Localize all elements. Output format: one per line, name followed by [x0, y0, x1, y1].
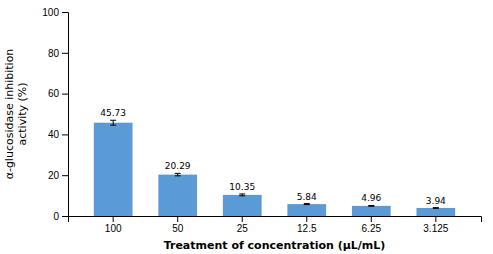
chart: 0 20 40 60 80 100 100 50 25 12.5 6.25 3.125 45.73 20.…: [0, 0, 493, 254]
error-bar-cap: [110, 125, 116, 126]
tick: 60: [48, 88, 68, 99]
error-bar-cap: [239, 195, 245, 196]
tick-mark: [62, 134, 68, 135]
axis-line: [62, 13, 69, 217]
error-bar-cap: [433, 208, 439, 209]
data-label: 4.96: [361, 193, 381, 203]
tick-label: 25: [237, 223, 249, 234]
x-axis-title: Treatment of concentration (μL/mL): [164, 239, 386, 252]
tick: 40: [48, 129, 68, 140]
error-bar: [433, 207, 439, 209]
tick-label: 6.25: [362, 223, 382, 234]
tick-label: 0: [53, 211, 59, 222]
y-axis-title-line: α-glucosidase inhibition: [3, 49, 16, 180]
bar: [416, 208, 455, 216]
tick: 3.125: [423, 216, 448, 234]
tick-label: 12.5: [297, 223, 317, 234]
error-bar: [110, 120, 116, 125]
tick-mark: [62, 175, 68, 176]
y-axis: 0 20 40 60 80 100: [42, 7, 68, 222]
error-bar-stem: [113, 120, 114, 125]
data-label: 5.84: [297, 192, 317, 202]
tick-mark: [306, 216, 307, 222]
axis-line: [69, 217, 482, 223]
x-axis: 100 50 25 12.5 6.25 3.125: [69, 216, 482, 234]
tick: 0: [53, 211, 68, 222]
data-label: 10.35: [229, 182, 255, 192]
error-bar-cap: [175, 175, 181, 176]
tick-mark: [371, 216, 372, 222]
tick-label: 80: [48, 48, 60, 59]
tick-label: 40: [48, 129, 60, 140]
tick: 12.5: [297, 216, 317, 234]
y-axis-title: α-glucosidase inhibitionactivity (%): [3, 49, 29, 180]
error-bar-cap: [304, 204, 310, 205]
tick-mark: [62, 94, 68, 95]
bar: [287, 204, 326, 216]
error-bar-cap: [110, 120, 116, 121]
data-label: 20.29: [165, 161, 191, 171]
error-bar-cap: [175, 173, 181, 174]
error-bar: [304, 204, 310, 205]
tick: 50: [172, 216, 184, 234]
error-bar: [368, 205, 374, 207]
tick: 100: [105, 216, 122, 234]
bar: [94, 123, 133, 216]
tick-mark: [435, 216, 436, 222]
tick-mark: [242, 216, 243, 222]
tick: 20: [48, 170, 68, 181]
tick-label: 3.125: [423, 223, 448, 234]
tick-mark: [62, 216, 68, 217]
error-bar-cap: [433, 207, 439, 208]
error-bar-cap: [239, 193, 245, 194]
tick-label: 50: [172, 223, 184, 234]
tick: 25: [237, 216, 249, 234]
bar: [223, 195, 262, 216]
tick-label: 100: [42, 7, 59, 18]
error-bar-cap: [368, 205, 374, 206]
tick-label: 100: [105, 223, 122, 234]
data-label: 45.73: [100, 108, 126, 118]
tick: 100: [42, 7, 68, 18]
bars: [94, 123, 455, 216]
tick-label: 20: [48, 170, 60, 181]
tick-mark: [177, 216, 178, 222]
tick-label: 60: [48, 88, 60, 99]
data-labels: 45.73 20.29 10.35 5.84 4.96 3.94: [100, 108, 446, 205]
error-bar: [175, 173, 181, 175]
bar: [158, 175, 197, 216]
error-bar-cap: [304, 203, 310, 204]
tick-mark: [62, 12, 68, 13]
data-label: 3.94: [426, 196, 446, 206]
tick: 80: [48, 48, 68, 59]
plot: 0 20 40 60 80 100 100 50 25 12.5 6.25 3.125 45.73 20.…: [42, 7, 481, 234]
marks: [94, 120, 455, 216]
error-bar-cap: [368, 206, 374, 207]
bar: [352, 206, 391, 216]
tick: 6.25: [362, 216, 382, 234]
tick-mark: [62, 53, 68, 54]
y-axis-title-line: activity (%): [16, 82, 29, 145]
error-bar: [239, 194, 245, 196]
tick-mark: [113, 216, 114, 222]
error-bars: [110, 120, 439, 208]
